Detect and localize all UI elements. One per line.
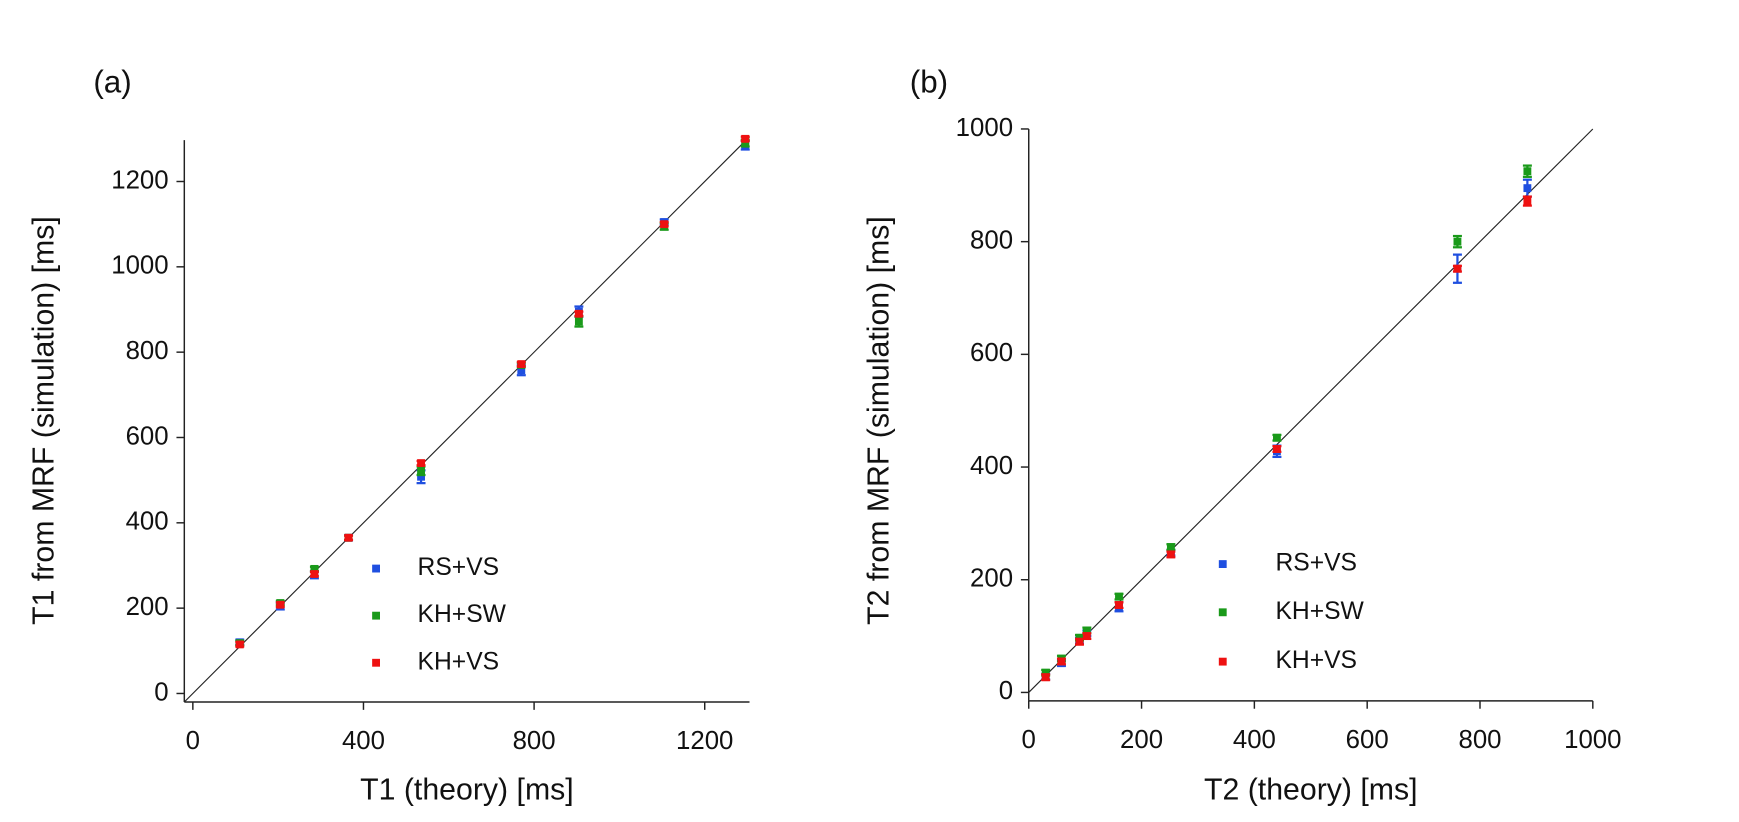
x-tick-label: 400	[1233, 726, 1276, 754]
x-tick-label: 400	[342, 727, 385, 755]
y-tick-label: 800	[970, 226, 1013, 254]
x-axis-label: T2 (theory) [ms]	[1204, 774, 1418, 807]
point	[1075, 633, 1084, 642]
point	[1115, 592, 1123, 601]
legend-marker	[372, 564, 381, 573]
y-tick-label: 1000	[111, 252, 168, 280]
point	[1523, 167, 1532, 176]
point	[310, 570, 319, 578]
y-axis-label: T1 from MRF (simulation) [ms]	[27, 216, 60, 625]
point	[1453, 264, 1462, 273]
x-tick-label: 1200	[676, 727, 733, 755]
y-tick-label: 200	[970, 565, 1013, 593]
panel-label: (a)	[93, 64, 131, 99]
y-tick-label: 0	[999, 677, 1013, 705]
y-tick-label: 400	[126, 508, 169, 536]
legend-label: RS+VS	[1275, 550, 1357, 577]
legend-marker	[1218, 608, 1227, 617]
x-tick-label: 200	[1120, 726, 1163, 754]
point	[741, 139, 750, 148]
point	[517, 366, 526, 375]
point	[417, 472, 425, 481]
y-tick-label: 1200	[111, 166, 168, 194]
point	[517, 360, 526, 369]
legend-marker	[372, 611, 381, 620]
point	[344, 533, 353, 542]
point	[1115, 601, 1123, 610]
x-tick-label: 0	[1022, 726, 1036, 754]
point	[1082, 626, 1091, 635]
point	[1273, 433, 1281, 442]
legend-marker	[1218, 560, 1227, 568]
legend-label: KH+SW	[418, 601, 507, 628]
point	[1523, 184, 1532, 193]
point	[276, 600, 285, 609]
point	[660, 220, 669, 229]
point	[574, 309, 583, 318]
legend-label: KH+VS	[418, 648, 500, 675]
legend-marker	[1218, 657, 1227, 666]
panel-label: (b)	[910, 64, 948, 99]
x-tick-label: 800	[1458, 726, 1501, 754]
y-tick-label: 200	[126, 593, 169, 621]
legend-label: KH+SW	[1275, 598, 1364, 625]
point	[1082, 632, 1091, 641]
point	[1041, 673, 1050, 682]
y-tick-label: 600	[126, 422, 169, 450]
y-tick-label: 600	[970, 339, 1013, 367]
point	[417, 459, 425, 468]
y-axis-label: T2 from MRF (simulation) [ms]	[863, 216, 896, 625]
point	[1166, 550, 1175, 559]
legend-label: RS+VS	[418, 554, 500, 581]
x-tick-label: 600	[1346, 726, 1389, 754]
point	[417, 466, 425, 475]
point	[1166, 543, 1175, 551]
legend-label: KH+VS	[1275, 647, 1357, 674]
point	[1523, 197, 1532, 206]
point	[1057, 657, 1066, 666]
point	[310, 564, 319, 573]
legend-marker	[372, 658, 381, 667]
y-tick-label: 800	[126, 337, 169, 365]
x-tick-label: 1000	[1564, 726, 1621, 754]
point	[235, 640, 244, 649]
point	[1041, 668, 1050, 677]
y-tick-label: 0	[154, 678, 168, 706]
point	[1273, 445, 1281, 453]
y-tick-label: 400	[970, 452, 1013, 480]
x-axis-label: T1 (theory) [ms]	[360, 774, 574, 807]
point	[1075, 637, 1084, 646]
x-tick-label: 800	[513, 727, 556, 755]
point	[741, 134, 750, 143]
point	[1453, 237, 1462, 246]
x-tick-label: 0	[186, 727, 200, 755]
y-tick-label: 1000	[956, 114, 1013, 142]
point	[574, 317, 583, 326]
